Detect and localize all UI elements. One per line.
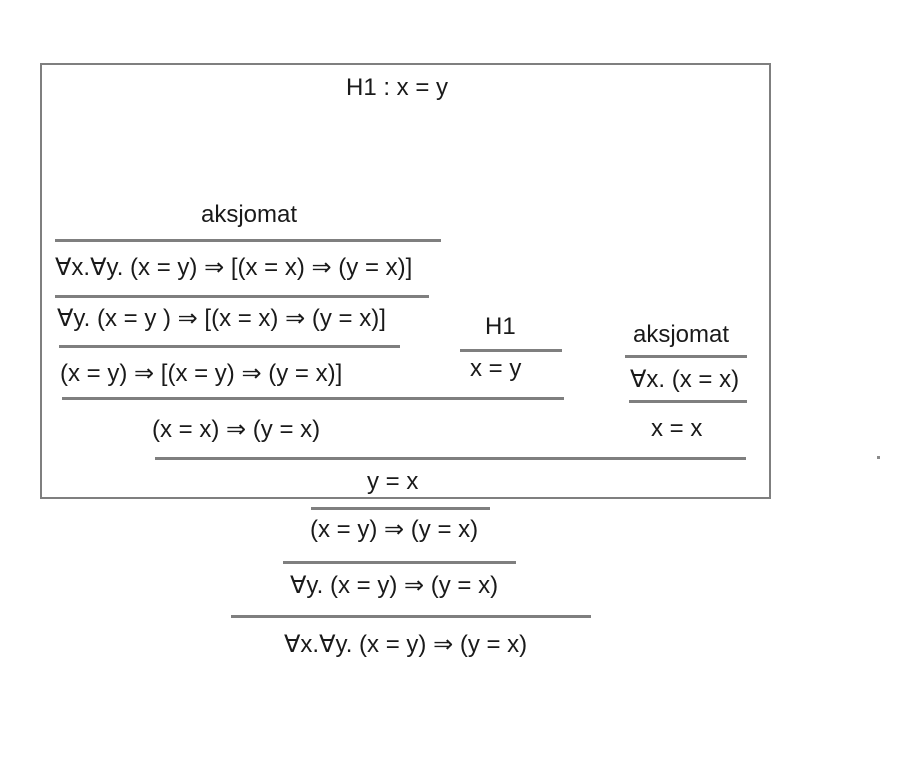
- right-step-2-formula: x = x: [651, 415, 703, 442]
- right-axiom-label: aksjomat: [633, 321, 730, 348]
- hypothesis-title: H1 : x = y: [346, 74, 449, 101]
- forall-x-intro-inference-line: [231, 615, 591, 618]
- right-axiom-inference-line: [625, 355, 747, 358]
- left-step-1-formula: ∀x.∀y. (x = y) ⇒ [(x = x) ⇒ (y = x)]: [55, 254, 413, 281]
- implication-intro-inference-line: [311, 507, 490, 510]
- left-axiom-inference-line: [55, 239, 441, 242]
- left-step-4-formula: (x = x) ⇒ (y = x): [152, 416, 321, 443]
- modus-ponens-inference-line-2: [155, 457, 746, 460]
- left-step-1-inference-line: [55, 295, 429, 298]
- right-step-1-formula: ∀x. (x = x): [630, 366, 740, 393]
- left-step-2-inference-line: [59, 345, 400, 348]
- conclusion-step-2-formula: (x = y) ⇒ (y = x): [310, 516, 479, 543]
- forall-y-intro-inference-line: [283, 561, 516, 564]
- left-step-3-formula: (x = y) ⇒ [(x = y) ⇒ (y = x)]: [60, 360, 343, 387]
- conclusion-step-3-formula: ∀y. (x = y) ⇒ (y = x): [290, 572, 499, 599]
- stray-dot-mark: [877, 456, 880, 459]
- conclusion-step-1-formula: y = x: [367, 468, 419, 495]
- conclusion-step-4-formula: ∀x.∀y. (x = y) ⇒ (y = x): [284, 631, 528, 658]
- middle-hypothesis-label: H1: [485, 313, 516, 340]
- middle-hypothesis-inference-line: [460, 349, 562, 352]
- hypothesis-scope-box: [40, 63, 771, 499]
- left-axiom-label: aksjomat: [201, 201, 298, 228]
- modus-ponens-inference-line-1: [62, 397, 564, 400]
- right-step-1-inference-line: [629, 400, 747, 403]
- middle-hypothesis-formula: x = y: [470, 355, 522, 382]
- left-step-2-formula: ∀y. (x = y ) ⇒ [(x = x) ⇒ (y = x)]: [57, 305, 386, 332]
